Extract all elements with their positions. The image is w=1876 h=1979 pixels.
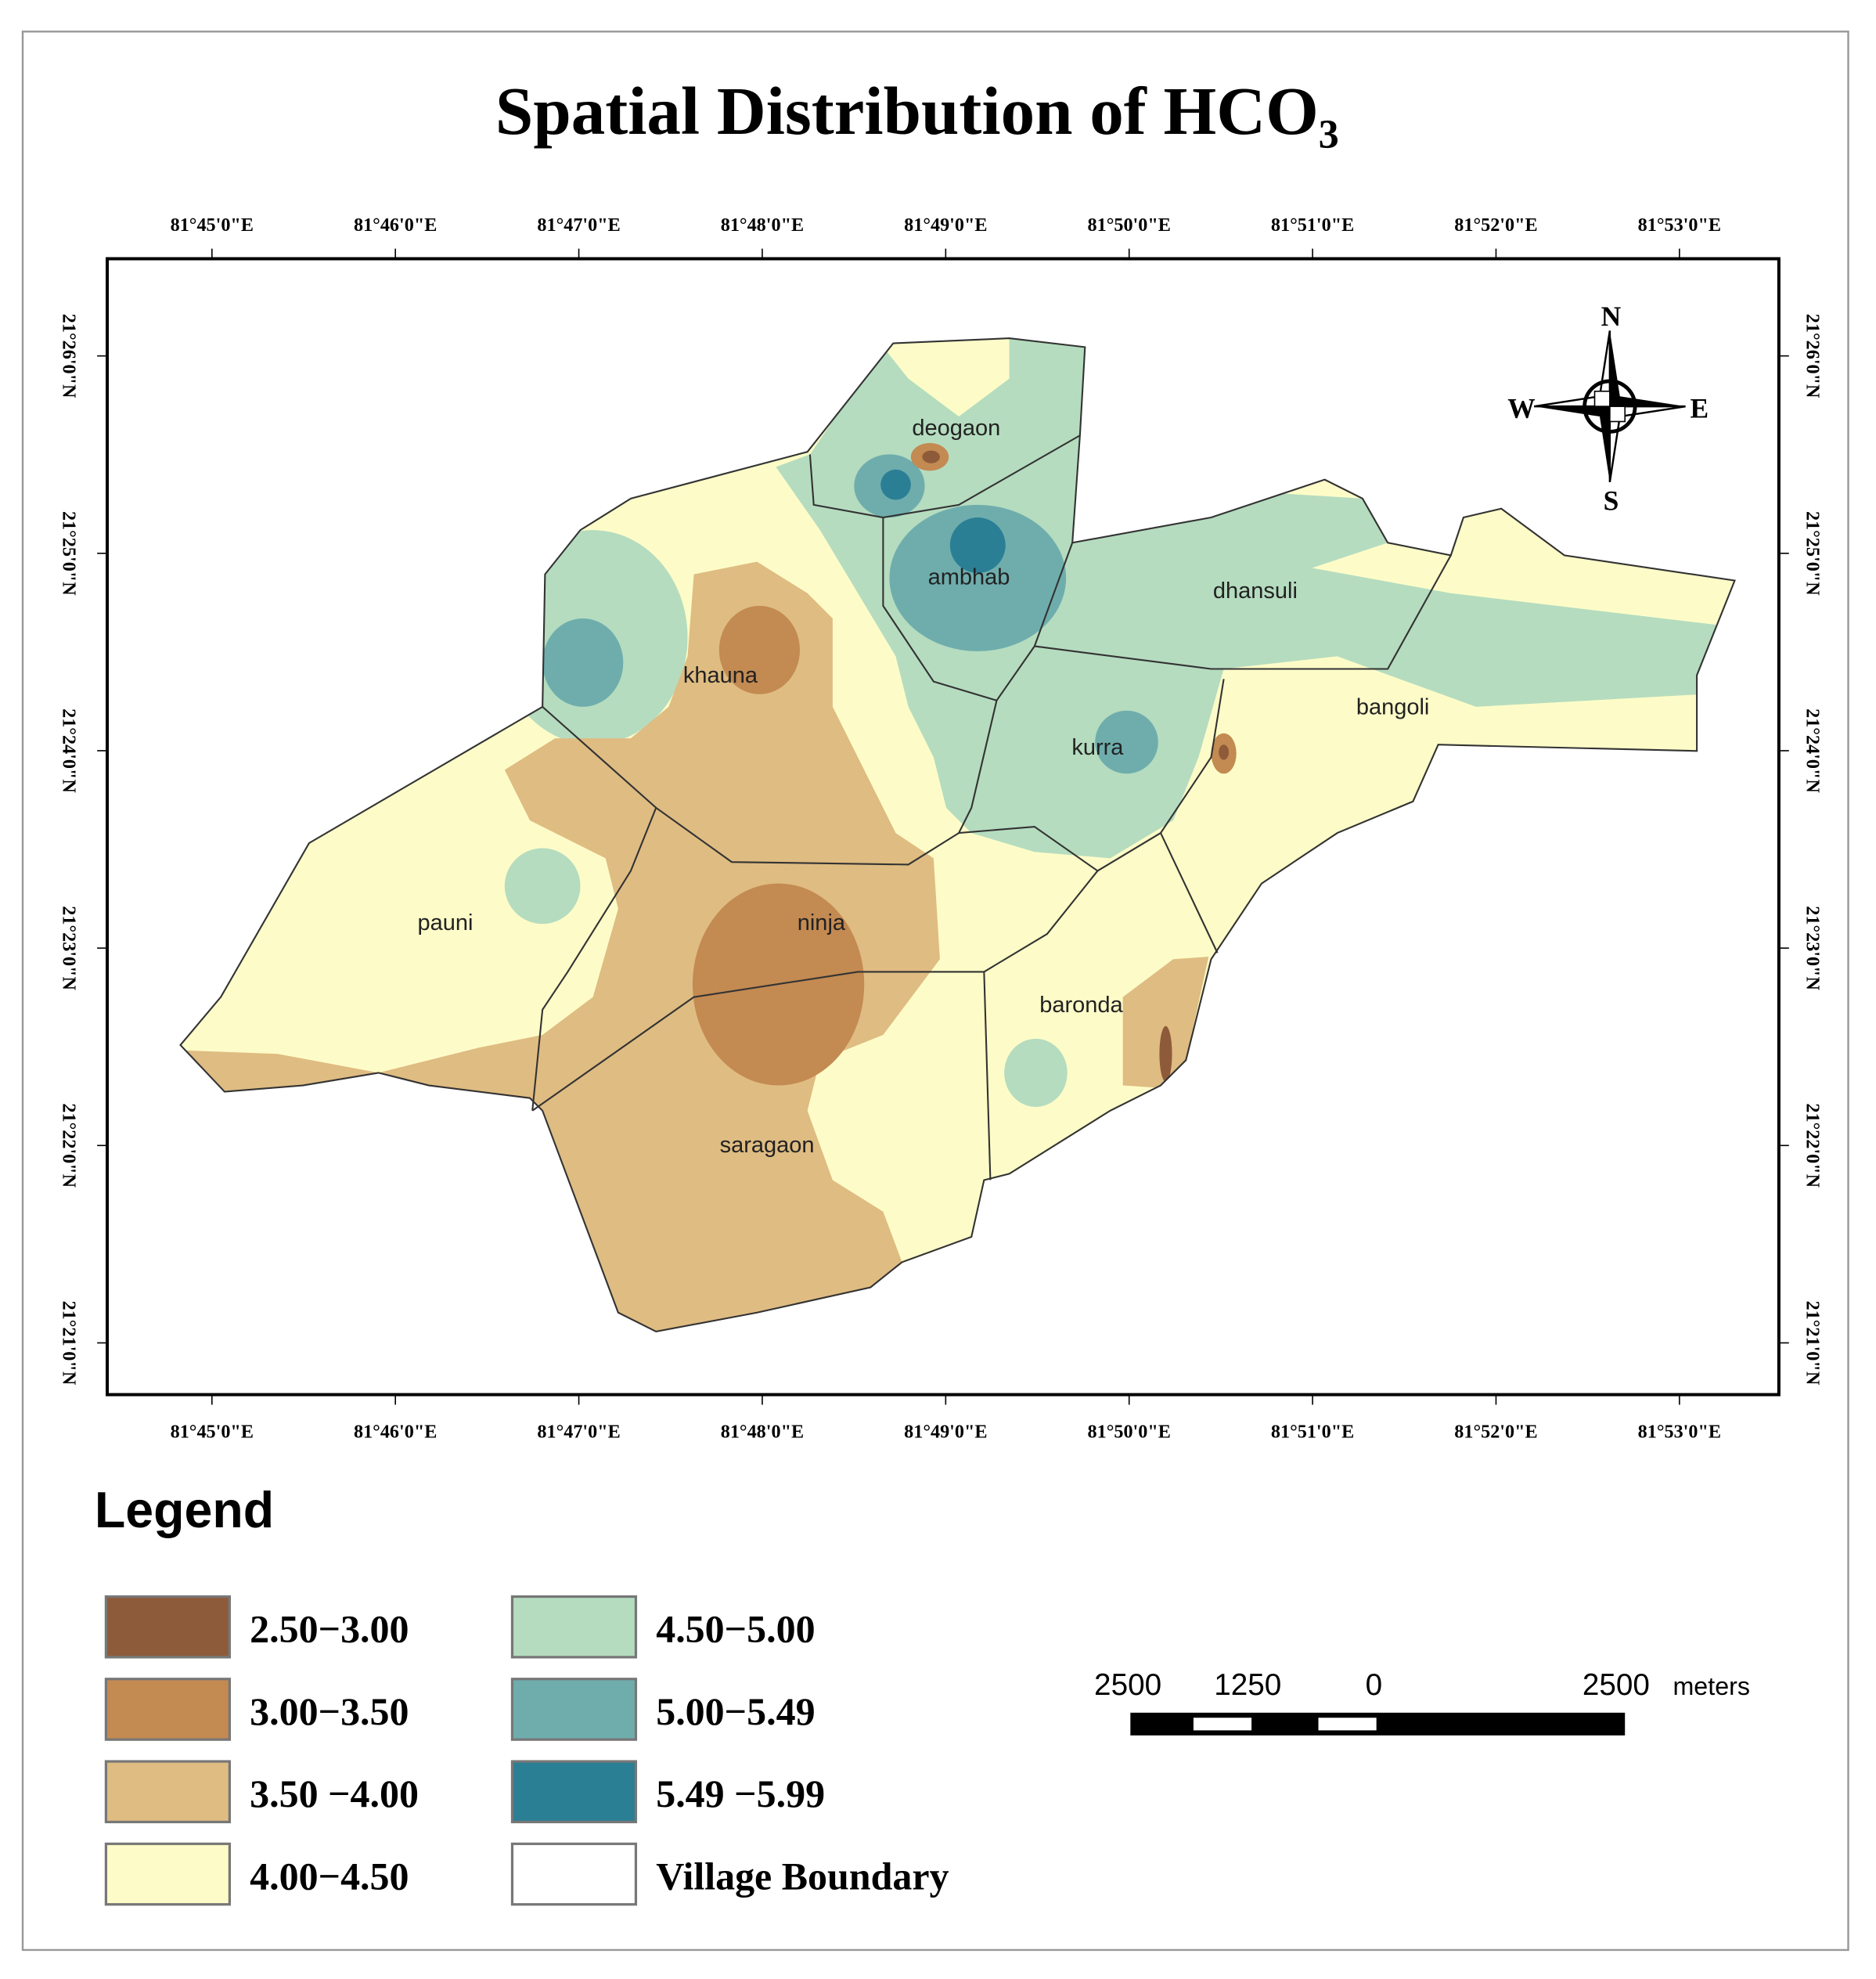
scale-label: 2500 <box>1094 1668 1161 1702</box>
legend-swatch <box>104 1760 231 1824</box>
zone <box>776 338 1716 859</box>
longitude-label: 81°47'0"E <box>537 1421 620 1442</box>
village-label: saragaon <box>720 1133 815 1158</box>
village-boundaries <box>179 337 1736 1333</box>
village-label: khauna <box>683 663 758 688</box>
study-area-boundary <box>179 337 1736 1333</box>
scale-label: 2500 <box>1583 1668 1650 1702</box>
village-label: ambhab <box>928 564 1010 589</box>
legend-swatch <box>510 1595 638 1659</box>
village-boundary <box>542 706 960 866</box>
zone <box>1219 744 1230 760</box>
latitude-label: 21°24'0"N <box>59 708 80 793</box>
latitude-label: 21°25'0"N <box>59 511 80 596</box>
village-label: deogaon <box>912 416 1000 441</box>
legend-label: 4.00−4.50 <box>250 1854 409 1898</box>
longitude-label: 81°53'0"E <box>1638 1421 1721 1442</box>
compass-letter: S <box>1604 485 1619 516</box>
longitude-label: 81°52'0"E <box>1454 1421 1537 1442</box>
zones <box>180 338 1735 1332</box>
latitude-label: 21°22'0"N <box>1802 1103 1823 1188</box>
legend-swatch <box>104 1842 231 1906</box>
scale-bar <box>1130 1712 1626 1736</box>
legend-swatch <box>510 1842 638 1906</box>
longitude-label: 81°49'0"E <box>904 214 987 236</box>
village-boundary <box>1160 832 1219 953</box>
village-boundary <box>531 971 985 1112</box>
legend-label: 3.00−3.50 <box>250 1689 409 1733</box>
longitude-label: 81°49'0"E <box>904 1421 987 1442</box>
compass-letter: N <box>1601 301 1622 332</box>
longitude-label: 81°52'0"E <box>1454 214 1537 236</box>
legend-swatch <box>510 1760 638 1824</box>
zone <box>1095 710 1158 774</box>
longitude-label: 81°51'0"E <box>1271 1421 1354 1442</box>
village-label: bangoli <box>1356 695 1430 720</box>
latitude-label: 21°24'0"N <box>1802 708 1823 793</box>
compass-letter: W <box>1507 393 1535 424</box>
longitude-label: 81°47'0"E <box>537 214 620 236</box>
legend-swatch <box>510 1678 638 1741</box>
legend-label: Village Boundary <box>656 1854 949 1898</box>
latitude-label: 21°23'0"N <box>59 906 80 990</box>
longitude-label: 81°46'0"E <box>354 214 437 236</box>
zone <box>542 618 624 707</box>
village-boundary <box>1096 679 1225 872</box>
scale-unit: meters <box>1673 1672 1750 1700</box>
legend-label: 3.50 −4.00 <box>250 1772 419 1815</box>
scale-label: 0 <box>1366 1668 1383 1702</box>
village-label: kurra <box>1071 735 1124 760</box>
zone <box>889 504 1067 651</box>
legend-title: Legend <box>95 1482 274 1538</box>
village-label: dhansuli <box>1213 579 1298 604</box>
longitude-label: 81°51'0"E <box>1271 214 1354 236</box>
zone <box>504 848 581 925</box>
longitude-label: 81°46'0"E <box>354 1421 437 1442</box>
latitude-label: 21°25'0"N <box>1802 511 1823 596</box>
village-label: baronda <box>1039 993 1123 1018</box>
latitude-label: 21°23'0"N <box>1802 906 1823 990</box>
zone <box>880 469 911 500</box>
compass-letter: E <box>1690 393 1709 424</box>
legend-label: 5.49 −5.99 <box>656 1772 825 1815</box>
zone <box>922 450 940 463</box>
latitude-label: 21°22'0"N <box>59 1103 80 1188</box>
village-label: pauni <box>418 910 474 935</box>
longitude-label: 81°48'0"E <box>721 1421 804 1442</box>
latitude-label: 21°21'0"N <box>59 1301 80 1386</box>
scale-label: 1250 <box>1214 1668 1281 1702</box>
legend-swatch <box>104 1678 231 1741</box>
longitude-label: 81°48'0"E <box>721 214 804 236</box>
latitude-label: 21°21'0"N <box>1802 1301 1823 1386</box>
longitude-label: 81°50'0"E <box>1088 214 1171 236</box>
legend-swatch <box>104 1595 231 1659</box>
longitude-label: 81°45'0"E <box>171 1421 254 1442</box>
village-boundary <box>882 517 1074 702</box>
zone <box>1122 957 1209 1088</box>
zone <box>1004 1038 1068 1107</box>
legend-label: 5.00−5.49 <box>656 1689 815 1733</box>
latitude-label: 21°26'0"N <box>1802 314 1823 398</box>
longitude-label: 81°45'0"E <box>171 214 254 236</box>
village-boundary <box>531 807 657 1111</box>
village-boundary <box>983 870 1099 1181</box>
north-arrow <box>1533 330 1686 483</box>
latitude-label: 21°26'0"N <box>59 314 80 398</box>
longitude-label: 81°53'0"E <box>1638 214 1721 236</box>
legend-label: 4.50−5.00 <box>656 1607 815 1651</box>
zone <box>1159 1026 1172 1082</box>
zone <box>718 605 800 694</box>
legend-label: 2.50−3.00 <box>250 1607 409 1651</box>
map-title: Spatial Distribution of HCO₃ <box>495 73 1339 149</box>
longitude-label: 81°50'0"E <box>1088 1421 1171 1442</box>
village-label: ninja <box>798 910 846 935</box>
village-boundary <box>1034 554 1452 670</box>
zone <box>949 517 1006 573</box>
